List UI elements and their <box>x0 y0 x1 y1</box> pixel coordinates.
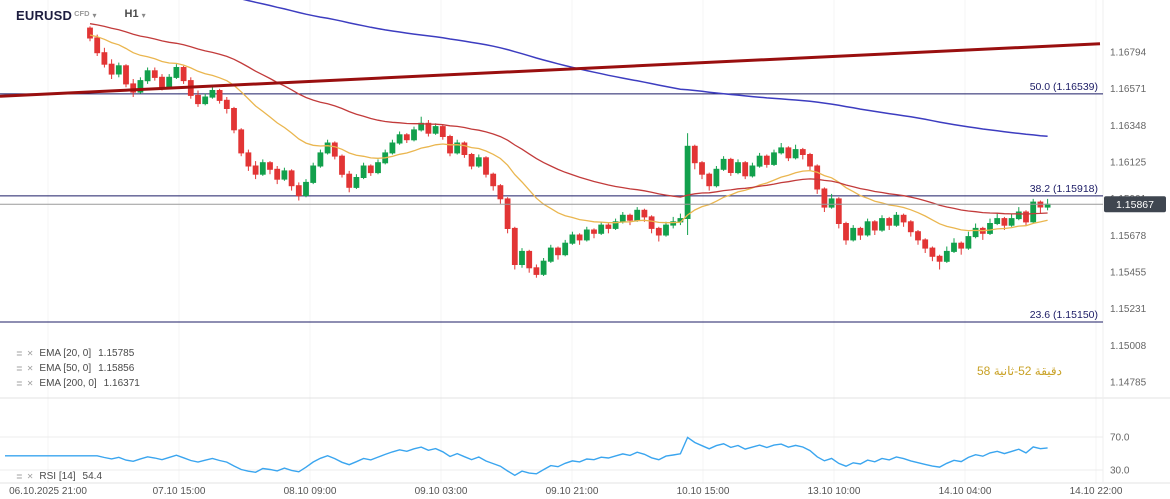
indicator-name: EMA [50, 0] <box>39 363 92 374</box>
symbol-dropdown-caret[interactable]: ▾ <box>92 11 97 20</box>
ema200-legend-row: ≣ ✕ EMA [200, 0] 1.16371 <box>16 378 140 389</box>
indicator-remove-icon[interactable]: ✕ <box>26 378 34 388</box>
rsi-axis-label: 70.0 <box>1110 433 1130 444</box>
ema50-line <box>89 23 1048 215</box>
indicator-settings-icon[interactable]: ≣ <box>16 378 23 388</box>
price-axis-label: 1.15008 <box>1110 341 1147 352</box>
price-axis-label: 1.15231 <box>1110 304 1147 315</box>
indicator-name: RSI [14] <box>39 471 76 482</box>
indicator-remove-icon[interactable]: ✕ <box>26 348 34 358</box>
rsi-axis-label: 30.0 <box>1110 466 1130 477</box>
fibonacci-levels <box>0 93 1103 323</box>
symbol-name[interactable]: EURUSD <box>16 8 73 23</box>
price-axis-label: 1.15455 <box>1110 267 1147 278</box>
indicator-value: 54.4 <box>82 471 103 482</box>
market-type-badge: CFD <box>74 9 90 18</box>
time-axis-label: 14.10 04:00 <box>939 486 992 497</box>
candlestick-series <box>87 26 1051 278</box>
indicator-settings-icon[interactable]: ≣ <box>16 348 23 358</box>
indicator-name: EMA [200, 0] <box>39 378 97 389</box>
fib-level-label: 50.0 (1.16539) <box>1030 81 1098 93</box>
current-price-value: 1.15867 <box>1116 199 1154 211</box>
time-axis-label: 07.10 15:00 <box>153 486 206 497</box>
price-axis-label: 1.16125 <box>1110 157 1147 168</box>
ema200-line <box>242 0 1048 138</box>
time-axis-label: 10.10 15:00 <box>677 486 730 497</box>
price-axis-label: 1.14785 <box>1110 377 1147 388</box>
price-axis-label: 1.16571 <box>1110 84 1147 95</box>
indicator-remove-icon[interactable]: ✕ <box>26 471 34 481</box>
time-axis-label: 08.10 09:00 <box>284 486 337 497</box>
time-axis-label: 14.10 22:00 <box>1070 486 1123 497</box>
price-axis-label: 1.16348 <box>1110 121 1147 132</box>
time-axis-label: 09.10 03:00 <box>415 486 468 497</box>
trend-line[interactable] <box>0 42 1101 98</box>
candle-countdown: دقيقة 52-ثانية 58 <box>977 364 1062 378</box>
indicator-settings-icon[interactable]: ≣ <box>16 471 23 481</box>
rsi-legend-row: ≣ ✕ RSI [14] 54.4 <box>16 471 102 482</box>
fib-level-label: 23.6 (1.15150) <box>1030 309 1098 321</box>
current-price-tag <box>1104 196 1166 213</box>
indicator-value: 1.16371 <box>103 378 140 389</box>
fib-level-label: 38.2 (1.15918) <box>1030 183 1098 195</box>
indicator-value: 1.15856 <box>98 363 135 374</box>
time-axis-label: 09.10 21:00 <box>546 486 599 497</box>
time-axis-label: 06.10.2025 21:00 <box>9 486 87 497</box>
rsi-legend: ≣ ✕ RSI [14] 54.4 <box>16 471 102 482</box>
ema50-legend-row: ≣ ✕ EMA [50, 0] 1.15856 <box>16 363 140 374</box>
indicator-value: 1.15785 <box>98 348 135 359</box>
symbol-bar: EURUSD CFD ▾ H1 ▾ <box>16 8 146 23</box>
price-axis-label: 1.16794 <box>1110 48 1147 59</box>
price-axis-label: 1.15678 <box>1110 231 1147 242</box>
timeframe-selector[interactable]: H1 ▾ <box>125 8 146 20</box>
ema20-legend-row: ≣ ✕ EMA [20, 0] 1.15785 <box>16 348 140 359</box>
indicator-legends: ≣ ✕ EMA [20, 0] 1.15785 ≣ ✕ EMA [50, 0] … <box>16 348 140 389</box>
rsi-line <box>5 436 1048 477</box>
indicator-settings-icon[interactable]: ≣ <box>16 363 23 373</box>
time-axis-label: 13.10 10:00 <box>808 486 861 497</box>
indicator-name: EMA [20, 0] <box>39 348 92 359</box>
timeframe-dropdown-caret: ▾ <box>141 11 146 20</box>
indicator-remove-icon[interactable]: ✕ <box>26 363 34 373</box>
timeframe-label: H1 <box>124 8 139 20</box>
